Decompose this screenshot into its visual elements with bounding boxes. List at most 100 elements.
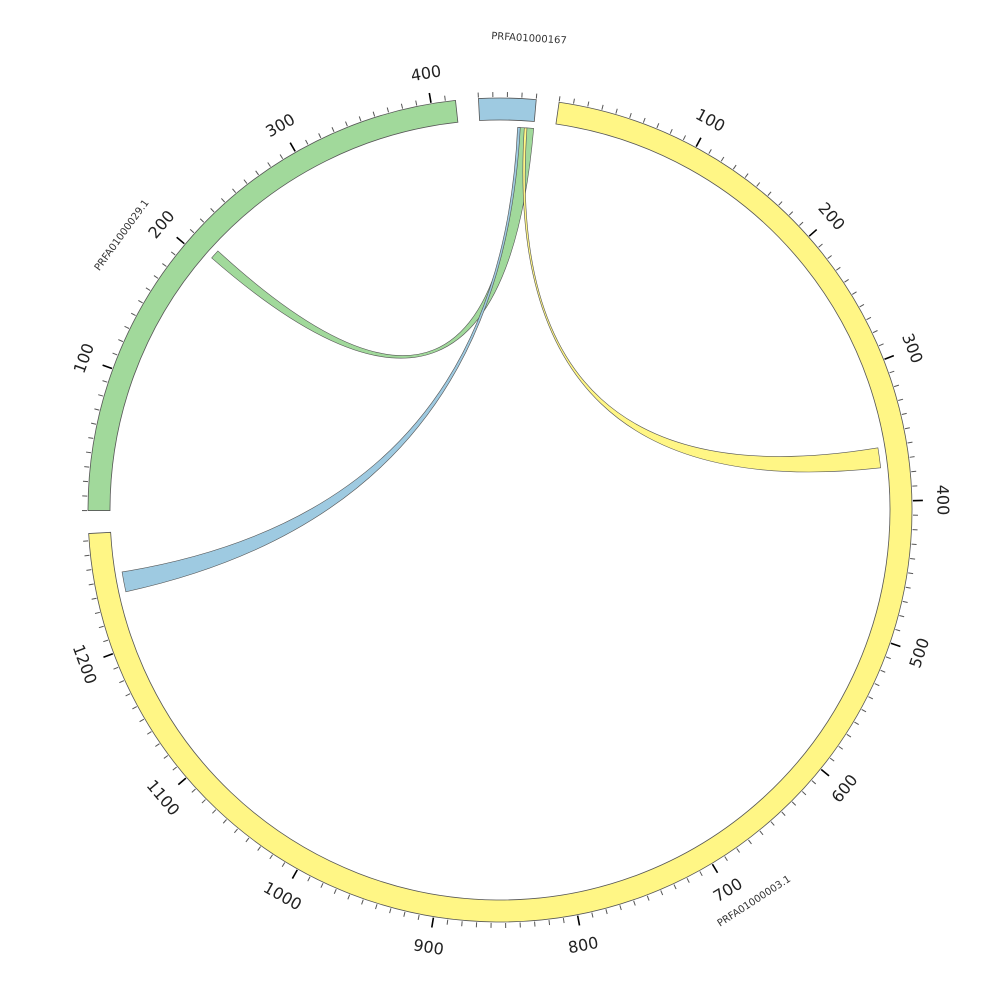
- minor-tick: [130, 312, 136, 317]
- tick-label: 200: [144, 207, 178, 243]
- segment-arc-prfa01000167: [478, 97, 537, 122]
- minor-tick: [118, 339, 124, 343]
- minor-tick: [895, 628, 901, 632]
- minor-tick: [811, 780, 817, 785]
- minor-tick: [84, 554, 90, 557]
- major-tick: [576, 915, 581, 926]
- minor-tick: [199, 218, 205, 223]
- minor-tick: [375, 904, 378, 910]
- minor-tick: [113, 666, 119, 670]
- major-tick: [103, 653, 114, 659]
- minor-tick: [791, 801, 797, 806]
- minor-tick: [748, 839, 752, 845]
- minor-tick: [880, 669, 886, 673]
- minor-tick: [899, 614, 905, 618]
- minor-tick: [878, 343, 884, 347]
- segment-label-prfa01000167: PRFA01000167: [491, 31, 567, 47]
- major-tick: [102, 364, 113, 370]
- minor-tick: [904, 427, 910, 430]
- tick-label: 500: [905, 635, 933, 670]
- major-tick: [711, 863, 719, 874]
- minor-tick: [232, 188, 237, 193]
- minor-tick: [318, 133, 322, 139]
- minor-tick: [889, 370, 895, 374]
- tick-label: 100: [70, 341, 98, 376]
- link-ribbon: [211, 127, 535, 359]
- tick-label: 800: [566, 933, 600, 957]
- major-tick: [289, 142, 296, 152]
- minor-tick: [138, 299, 143, 304]
- minor-tick: [573, 98, 575, 104]
- minor-tick: [86, 569, 92, 571]
- minor-tick: [818, 243, 823, 248]
- minor-tick: [736, 848, 741, 853]
- minor-tick: [587, 101, 590, 107]
- minor-tick: [720, 156, 725, 162]
- link-ribbon: [522, 127, 882, 473]
- minor-tick: [155, 743, 160, 747]
- minor-tick: [153, 275, 159, 279]
- minor-tick: [874, 683, 880, 687]
- minor-tick: [829, 757, 835, 762]
- ticks-layer: [82, 92, 923, 928]
- tick-label: 400: [409, 61, 442, 85]
- minor-tick: [908, 572, 914, 575]
- minor-tick: [558, 96, 561, 102]
- minor-tick: [446, 919, 449, 925]
- minor-tick: [139, 718, 145, 723]
- major-tick: [695, 137, 702, 147]
- minor-tick: [562, 918, 565, 924]
- minor-tick: [347, 894, 351, 900]
- minor-tick: [859, 304, 865, 308]
- minor-tick: [732, 164, 737, 170]
- tick-label: 300: [262, 110, 298, 142]
- minor-tick: [838, 745, 844, 750]
- minor-tick: [162, 263, 167, 267]
- minor-tick: [901, 412, 907, 416]
- segment-arc-prfa01000029-1: [87, 99, 459, 511]
- major-tick: [291, 869, 298, 879]
- minor-tick: [91, 422, 97, 425]
- minor-tick: [88, 583, 94, 586]
- minor-tick: [601, 104, 604, 110]
- minor-tick: [112, 352, 118, 356]
- minor-tick: [201, 799, 206, 804]
- major-tick: [428, 92, 432, 103]
- minor-tick: [682, 135, 686, 141]
- minor-tick: [88, 437, 94, 439]
- minor-tick: [145, 287, 151, 291]
- tick-label: 600: [828, 771, 862, 807]
- minor-tick: [243, 179, 248, 184]
- minor-tick: [905, 586, 911, 589]
- minor-tick: [389, 908, 392, 914]
- tick-label: 200: [814, 199, 848, 234]
- minor-tick: [861, 709, 867, 713]
- minor-tick: [345, 121, 348, 127]
- minor-tick: [686, 877, 690, 883]
- minor-tick: [403, 911, 406, 917]
- minor-tick: [910, 558, 916, 560]
- tick-label: 300: [898, 331, 927, 366]
- major-tick: [890, 642, 901, 648]
- major-tick: [820, 768, 830, 777]
- minor-tick: [305, 139, 309, 145]
- minor-tick: [84, 466, 90, 468]
- major-tick: [176, 236, 185, 245]
- minor-tick: [163, 755, 169, 759]
- minor-tick: [548, 920, 551, 926]
- minor-tick: [279, 154, 284, 160]
- minor-tick: [212, 809, 217, 814]
- minor-tick: [799, 221, 804, 226]
- minor-tick: [788, 211, 794, 216]
- minor-tick: [102, 380, 108, 383]
- minor-tick: [119, 680, 125, 684]
- minor-tick: [673, 884, 677, 890]
- minor-tick: [767, 191, 772, 196]
- minor-tick: [619, 905, 622, 911]
- minor-tick: [660, 890, 664, 896]
- minor-tick: [85, 451, 92, 454]
- minor-tick: [898, 398, 904, 401]
- minor-tick: [866, 316, 872, 321]
- minor-tick: [907, 441, 913, 444]
- minor-tick: [400, 103, 404, 109]
